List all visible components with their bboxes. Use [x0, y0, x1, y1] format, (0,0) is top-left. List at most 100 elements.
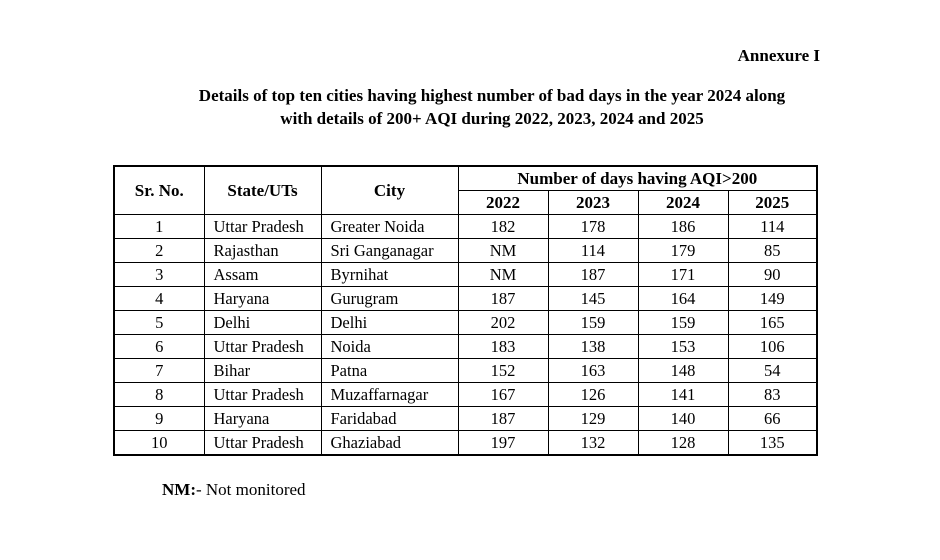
header-row-2: 2022 2023 2024 2025 — [114, 190, 818, 215]
footnote-text: - Not monitored — [195, 480, 306, 499]
footnote: NM:- Not monitored — [162, 480, 306, 500]
year-2023-cell: 114 — [547, 238, 639, 263]
year-2025-cell: 54 — [727, 358, 818, 383]
year-2025-cell: 85 — [727, 238, 818, 263]
year-2025-cell: 90 — [727, 262, 818, 287]
header-year-2024: 2024 — [637, 190, 729, 215]
year-2025-cell: 135 — [727, 430, 818, 456]
year-2024-cell: 171 — [637, 262, 729, 287]
year-2025-cell: 83 — [727, 382, 818, 407]
year-2024-cell: 159 — [637, 310, 729, 335]
year-2022-cell: 197 — [457, 430, 549, 456]
year-2022-cell: 183 — [457, 334, 549, 359]
table-row: 5 Delhi Delhi 202 159 159 165 — [113, 310, 818, 335]
sr-no-cell: 3 — [113, 262, 205, 287]
table-row: 6 Uttar Pradesh Noida 183 138 153 106 — [113, 334, 818, 359]
year-2023-cell: 129 — [547, 406, 639, 431]
year-2022-cell: 202 — [457, 310, 549, 335]
year-2025-cell: 66 — [727, 406, 818, 431]
year-2025-cell: 149 — [727, 286, 818, 311]
year-2022-cell: 187 — [457, 286, 549, 311]
year-2024-cell: 141 — [637, 382, 729, 407]
city-cell: Faridabad — [320, 406, 459, 431]
header-year-2022: 2022 — [457, 190, 549, 215]
year-2024-cell: 128 — [637, 430, 729, 456]
header-group-aqi: Number of days having AQI>200 — [457, 165, 818, 191]
state-cell: Uttar Pradesh — [203, 382, 322, 407]
aqi-bad-days-table: Sr. No. State/UTs City Number of days ha… — [113, 165, 819, 456]
year-2023-cell: 178 — [547, 214, 639, 239]
table-row: 4 Haryana Gurugram 187 145 164 149 — [113, 286, 818, 311]
sr-no-cell: 1 — [113, 214, 205, 239]
year-2023-cell: 126 — [547, 382, 639, 407]
header-year-2025: 2025 — [727, 190, 818, 215]
year-2023-cell: 132 — [547, 430, 639, 456]
table-row: 8 Uttar Pradesh Muzaffarnagar 167 126 141 83 — [113, 382, 818, 407]
state-cell: Delhi — [203, 310, 322, 335]
year-2024-cell: 153 — [637, 334, 729, 359]
table-row: 2 Rajasthan Sri Ganganagar NM 114 179 85 — [113, 238, 818, 263]
year-2025-cell: 114 — [727, 214, 818, 239]
state-cell: Rajasthan — [203, 238, 322, 263]
year-2024-cell: 164 — [637, 286, 729, 311]
year-2023-cell: 187 — [547, 262, 639, 287]
year-2023-cell: 145 — [547, 286, 639, 311]
sr-no-cell: 8 — [113, 382, 205, 407]
year-2023-cell: 138 — [547, 334, 639, 359]
year-2024-cell: 179 — [637, 238, 729, 263]
sr-no-cell: 7 — [113, 358, 205, 383]
sr-no-cell: 9 — [113, 406, 205, 431]
footnote-term: NM: — [162, 480, 196, 499]
year-2022-cell: 182 — [457, 214, 549, 239]
year-2022-cell: 152 — [457, 358, 549, 383]
sr-no-cell: 4 — [113, 286, 205, 311]
year-2025-cell: 165 — [727, 310, 818, 335]
year-2022-cell: 187 — [457, 406, 549, 431]
state-cell: Bihar — [203, 358, 322, 383]
annexure-label: Annexure I — [737, 46, 820, 65]
state-cell: Haryana — [203, 286, 322, 311]
header-year-2023: 2023 — [547, 190, 639, 215]
city-cell: Noida — [320, 334, 459, 359]
state-cell: Uttar Pradesh — [203, 214, 322, 239]
sr-no-cell: 5 — [113, 310, 205, 335]
header-state: State/UTs — [203, 165, 322, 215]
city-cell: Muzaffarnagar — [320, 382, 459, 407]
page-title-line-2: with details of 200+ AQI during 2022, 20… — [280, 109, 704, 129]
state-cell: Uttar Pradesh — [203, 334, 322, 359]
header-sr-no: Sr. No. — [113, 165, 205, 215]
year-2025-cell: 106 — [727, 334, 818, 359]
header-city: City — [320, 165, 459, 215]
year-2024-cell: 140 — [637, 406, 729, 431]
table-row: 1 Uttar Pradesh Greater Noida 182 178 186 114 — [113, 214, 818, 239]
header-row-1: Sr. No. State/UTs City Number of days ha… — [113, 165, 818, 215]
year-2022-cell: NM — [457, 262, 549, 287]
page-title-line-1: Details of top ten cities having highest… — [198, 86, 786, 105]
sr-no-cell: 6 — [113, 334, 205, 359]
sr-no-cell: 2 — [113, 238, 205, 263]
table-header: Sr. No. State/UTs City Number of days ha… — [113, 165, 818, 215]
city-cell: Ghaziabad — [320, 430, 459, 456]
table-row: 9 Haryana Faridabad 187 129 140 66 — [113, 406, 818, 431]
table-row: 7 Bihar Patna 152 163 148 54 — [113, 358, 818, 383]
table-row: 10 Uttar Pradesh Ghaziabad 197 132 128 135 — [113, 430, 818, 456]
city-cell: Delhi — [320, 310, 459, 335]
year-2023-cell: 163 — [547, 358, 639, 383]
year-2023-cell: 159 — [547, 310, 639, 335]
city-cell: Patna — [320, 358, 459, 383]
state-cell: Uttar Pradesh — [203, 430, 322, 456]
city-cell: Greater Noida — [320, 214, 459, 239]
state-cell: Haryana — [203, 406, 322, 431]
city-cell: Sri Ganganagar — [320, 238, 459, 263]
sr-no-cell: 10 — [113, 430, 205, 456]
city-cell: Byrnihat — [320, 262, 459, 287]
year-2022-cell: NM — [457, 238, 549, 263]
city-cell: Gurugram — [320, 286, 459, 311]
table-row: 3 Assam Byrnihat NM 187 171 90 — [113, 262, 818, 287]
year-2024-cell: 148 — [637, 358, 729, 383]
year-2022-cell: 167 — [457, 382, 549, 407]
page-title: Details of top ten cities having highest… — [132, 84, 852, 131]
table-body: 1 Uttar Pradesh Greater Noida 182 178 186 114 2… — [113, 214, 818, 456]
year-2024-cell: 186 — [637, 214, 729, 239]
state-cell: Assam — [203, 262, 322, 287]
